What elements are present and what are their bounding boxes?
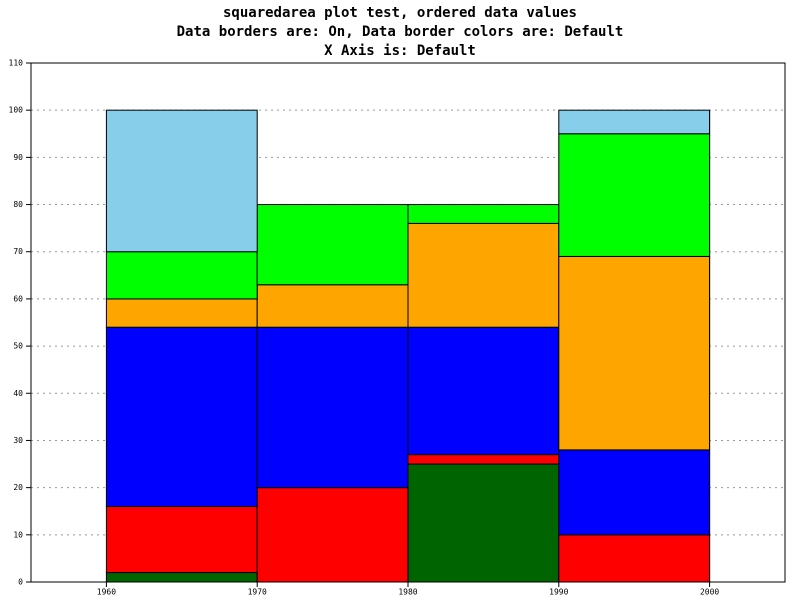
area-step	[256, 487, 409, 583]
y-tick-label: 20	[13, 483, 23, 492]
chart-subtitle: Data borders are: On, Data border colors…	[177, 24, 624, 40]
area-step	[256, 284, 409, 328]
area-step	[558, 109, 711, 135]
area-step	[407, 454, 560, 465]
area-step	[256, 326, 409, 489]
area-step	[558, 534, 711, 583]
area-step	[407, 204, 560, 224]
y-tick-label: 0	[18, 578, 23, 587]
y-tick-label: 50	[13, 342, 23, 351]
y-tick-label: 70	[13, 247, 23, 256]
y-tick-label: 60	[13, 294, 23, 303]
area-step	[558, 133, 711, 257]
y-tick-label: 80	[13, 200, 23, 209]
area-step	[407, 463, 560, 583]
x-tick-label: 2000	[700, 588, 719, 597]
y-tick-label: 100	[9, 106, 24, 115]
area-step	[407, 222, 560, 328]
x-tick-label: 1970	[248, 588, 267, 597]
y-tick-label: 40	[13, 389, 23, 398]
area-step	[256, 204, 409, 286]
x-tick-label: 1960	[97, 588, 116, 597]
plot-border	[30, 62, 786, 583]
chart-title: squaredarea plot test, ordered data valu…	[223, 5, 577, 21]
y-tick-label: 30	[13, 436, 23, 445]
area-step	[558, 449, 711, 536]
y-tick-label: 90	[13, 153, 23, 162]
y-tick-label: 110	[9, 59, 24, 68]
x-tick-label: 1980	[398, 588, 417, 597]
area-step	[407, 326, 560, 456]
area-step	[105, 109, 258, 253]
x-tick-label: 1990	[549, 588, 568, 597]
area-step	[105, 572, 258, 583]
area-step	[105, 251, 258, 300]
y-tick-label: 10	[13, 530, 23, 539]
area-step	[105, 506, 258, 574]
area-step	[558, 255, 711, 451]
area-step	[105, 326, 258, 508]
chart-subtitle: X Axis is: Default	[324, 43, 476, 59]
area-step	[105, 298, 258, 328]
